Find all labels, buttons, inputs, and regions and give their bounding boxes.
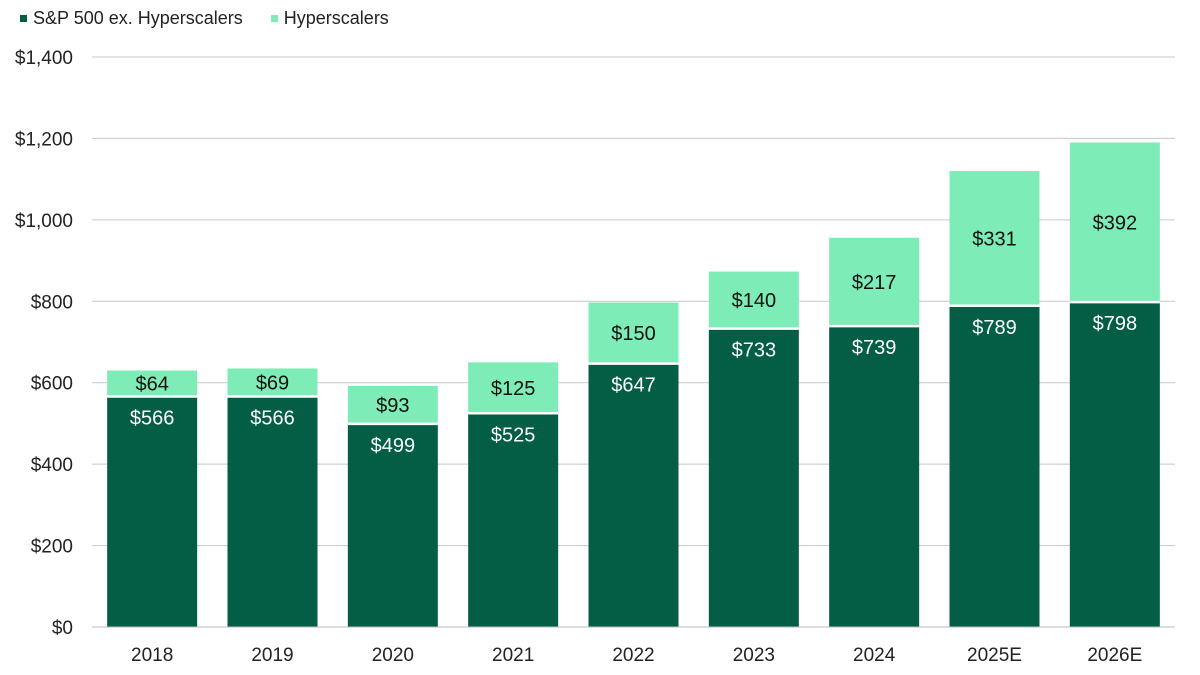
data-label: $392: [1093, 212, 1138, 234]
legend-label: S&P 500 ex. Hyperscalers: [33, 8, 243, 28]
data-label: $798: [1093, 313, 1138, 335]
data-label: $150: [611, 323, 656, 345]
bar-segment-hyperscalers: [829, 237, 920, 327]
data-label: $647: [611, 375, 656, 397]
bar-segment-sp500-ex-hyperscalers: [468, 413, 559, 627]
bar-segment-sp500-ex-hyperscalers: [829, 326, 920, 627]
y-tick-label: $800: [31, 292, 73, 313]
bar-segment-sp500-ex-hyperscalers: [949, 305, 1040, 627]
data-label: $125: [491, 378, 536, 400]
data-label: $739: [852, 337, 897, 359]
legend-label: Hyperscalers: [283, 8, 389, 28]
bar-segment-sp500-ex-hyperscalers: [588, 363, 679, 627]
x-tick-label: 2020: [372, 645, 414, 666]
x-tick-label: 2021: [492, 645, 534, 666]
data-label: $217: [852, 272, 897, 294]
bar-segment-hyperscalers: [949, 171, 1040, 306]
y-tick-label: $1,200: [15, 129, 73, 150]
bar-segment-sp500-ex-hyperscalers: [347, 423, 438, 627]
bar-segment-hyperscalers: [107, 370, 198, 397]
y-tick-label: $600: [31, 374, 73, 395]
bar-segment-hyperscalers: [588, 302, 679, 364]
data-label: $64: [135, 374, 168, 396]
x-tick-label: 2022: [612, 645, 654, 666]
y-tick-label: $0: [52, 618, 73, 639]
y-tick-label: $1,400: [15, 48, 73, 69]
bar-segment-hyperscalers: [708, 271, 799, 329]
x-tick-label: 2019: [251, 645, 293, 666]
y-tick-label: $200: [31, 537, 73, 558]
x-tick-label: 2026E: [1087, 645, 1142, 666]
data-label: $331: [972, 228, 1017, 250]
y-tick-label: $400: [31, 455, 73, 476]
legend: S&P 500 ex. Hyperscalers Hyperscalers: [20, 8, 389, 29]
bar-segment-hyperscalers: [468, 362, 559, 414]
bar-segment-sp500-ex-hyperscalers: [708, 328, 799, 627]
data-label: $566: [250, 408, 295, 430]
bar-segment-sp500-ex-hyperscalers: [107, 396, 198, 627]
x-tick-label: 2025E: [967, 645, 1022, 666]
data-label: $69: [256, 373, 289, 395]
data-label: $566: [130, 408, 175, 430]
bar-segment-hyperscalers: [1069, 142, 1160, 303]
data-label: $140: [732, 290, 777, 312]
x-tick-label: 2024: [853, 645, 896, 666]
y-tick-label: $1,000: [15, 211, 73, 232]
data-label: $733: [732, 340, 777, 362]
data-label: $499: [371, 435, 416, 457]
bar-segment-sp500-ex-hyperscalers: [227, 396, 318, 627]
legend-item-sp500-ex-hyperscalers: S&P 500 ex. Hyperscalers: [20, 8, 243, 29]
x-tick-label: 2023: [733, 645, 775, 666]
x-tick-label: 2018: [131, 645, 173, 666]
legend-swatch: [20, 15, 27, 22]
bar-segment-hyperscalers: [227, 368, 318, 397]
data-label: $93: [376, 395, 409, 417]
bar-segment-hyperscalers: [347, 385, 438, 424]
data-label: $789: [972, 317, 1017, 339]
legend-swatch: [270, 15, 278, 22]
data-label: $525: [491, 424, 536, 446]
legend-item-hyperscalers: Hyperscalers: [270, 8, 389, 29]
bar-segment-sp500-ex-hyperscalers: [1069, 302, 1160, 627]
